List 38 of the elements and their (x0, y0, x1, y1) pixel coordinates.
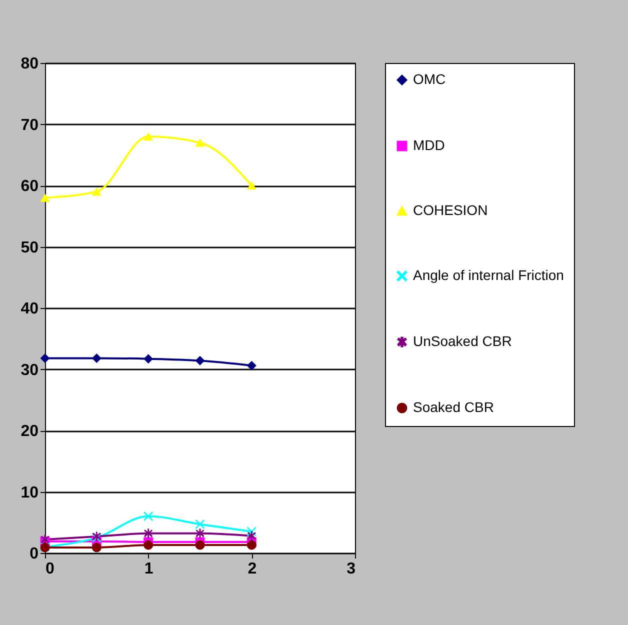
point (246, 360, 256, 370)
y-tick-label: 60 (20, 178, 39, 195)
x-tick-label: 3 (346, 560, 356, 578)
y-tick-label: 20 (20, 423, 39, 440)
point (144, 354, 154, 364)
point (246, 540, 256, 550)
y-tick-label: 10 (20, 484, 39, 502)
point (247, 531, 256, 541)
legend-label: OMC (413, 71, 446, 87)
point (40, 353, 50, 363)
legend-label: UnSoaked CBR (413, 333, 512, 349)
point (92, 188, 102, 196)
point (144, 512, 154, 521)
point (196, 528, 204, 538)
point (144, 528, 153, 538)
y-tick-label: 0 (30, 546, 39, 562)
point (195, 540, 205, 550)
point (195, 138, 205, 147)
legend-label: COHESION (413, 202, 488, 218)
point (195, 519, 205, 529)
point (246, 181, 256, 190)
point (195, 356, 205, 366)
x-tick-label: 0 (46, 560, 54, 578)
x-tick-label: 2 (248, 560, 257, 578)
legend-label: Soaked CBR (413, 399, 494, 415)
point (92, 353, 102, 363)
point (40, 194, 50, 202)
y-tick-label: 70 (20, 116, 39, 134)
y-tick-label: 30 (20, 362, 39, 379)
point (92, 542, 102, 552)
y-tick-label: 50 (20, 239, 39, 256)
y-tick-label: 80 (20, 56, 39, 72)
y-tick-label: 40 (20, 300, 39, 318)
legend-label: MDD (413, 137, 445, 153)
legend-label: Angle of internal Friction (413, 267, 564, 283)
point (144, 132, 154, 141)
point (144, 540, 154, 550)
x-tick-label: 1 (144, 560, 154, 578)
